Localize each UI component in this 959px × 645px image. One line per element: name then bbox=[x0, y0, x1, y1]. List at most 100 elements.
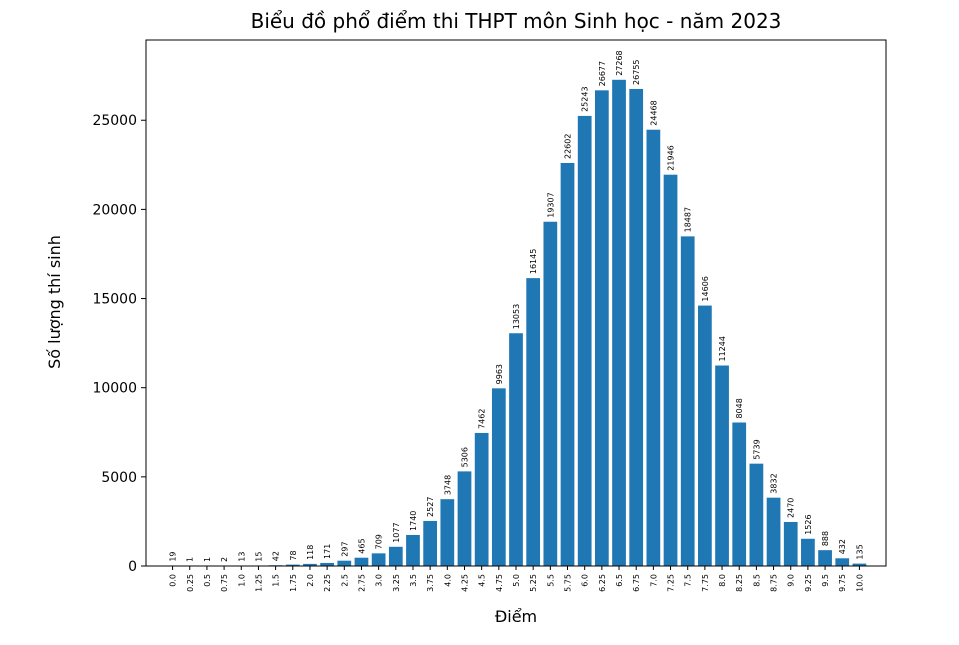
x-tick-label: 8.5 bbox=[752, 574, 761, 587]
bar-value-label: 1 bbox=[203, 557, 212, 562]
x-tick-label: 0.0 bbox=[169, 574, 178, 587]
x-tick-label: 3.5 bbox=[409, 574, 418, 587]
bar-value-label: 22602 bbox=[564, 134, 573, 159]
bar bbox=[526, 278, 540, 566]
x-tick-label: 9.75 bbox=[838, 574, 847, 592]
bar-value-label: 42 bbox=[272, 551, 281, 561]
bar-value-label: 5306 bbox=[460, 447, 469, 467]
y-tick-label: 15000 bbox=[92, 292, 137, 308]
x-tick-label: 0.75 bbox=[220, 574, 229, 592]
bar bbox=[595, 90, 609, 566]
bar bbox=[389, 547, 403, 566]
bar bbox=[664, 175, 678, 566]
y-axis-ticks: 0 5000 10000 15000 20000 25000 bbox=[92, 113, 146, 575]
x-axis-label: Điểm bbox=[495, 607, 537, 626]
bar-value-label: 18487 bbox=[684, 207, 693, 232]
x-tick-label: 9.0 bbox=[787, 574, 796, 587]
bar bbox=[509, 333, 523, 566]
bar-value-label: 5739 bbox=[752, 439, 761, 459]
x-tick-label: 3.0 bbox=[375, 574, 384, 587]
bar bbox=[629, 89, 643, 566]
bar bbox=[646, 130, 660, 566]
x-tick-label: 0.5 bbox=[203, 574, 212, 587]
bar-value-label: 3832 bbox=[770, 473, 779, 493]
bar bbox=[458, 471, 472, 566]
bar-value-label: 26755 bbox=[632, 59, 641, 84]
bar bbox=[732, 423, 746, 566]
x-tick-label: 6.0 bbox=[581, 574, 590, 587]
bar-value-label: 11244 bbox=[718, 336, 727, 361]
x-tick-label: 3.25 bbox=[392, 574, 401, 592]
bar-value-label: 432 bbox=[838, 539, 847, 554]
x-tick-label: 4.0 bbox=[443, 574, 452, 587]
x-tick-label: 1.25 bbox=[254, 574, 263, 592]
bar-value-label: 8048 bbox=[735, 398, 744, 418]
y-axis-label: Số lượng thí sinh bbox=[45, 235, 64, 369]
x-tick-label: 1.75 bbox=[289, 574, 298, 592]
y-tick-label: 0 bbox=[128, 559, 137, 575]
bar-value-label: 709 bbox=[375, 534, 384, 549]
bar bbox=[715, 366, 729, 566]
x-tick-label: 2.0 bbox=[306, 574, 315, 587]
x-tick-label: 9.25 bbox=[804, 574, 813, 592]
bar-value-label: 118 bbox=[306, 545, 315, 560]
chart-title: Biểu đồ phổ điểm thi THPT môn Sinh học -… bbox=[251, 9, 782, 33]
bar bbox=[835, 558, 849, 566]
x-tick-label: 5.75 bbox=[564, 574, 573, 592]
bar-value-label: 14606 bbox=[701, 276, 710, 301]
x-tick-label: 6.5 bbox=[615, 574, 624, 587]
x-tick-label: 5.25 bbox=[529, 574, 538, 592]
bar-value-label: 3748 bbox=[443, 475, 452, 495]
x-tick-label: 5.0 bbox=[512, 574, 521, 587]
bar-value-label: 21946 bbox=[667, 145, 676, 170]
bar-value-label: 2527 bbox=[426, 497, 435, 517]
x-tick-label: 1.5 bbox=[272, 574, 281, 587]
x-tick-label: 8.0 bbox=[718, 574, 727, 587]
bar-value-label: 15 bbox=[254, 552, 263, 562]
x-tick-label: 5.5 bbox=[546, 574, 555, 587]
bar bbox=[698, 306, 712, 566]
bar-value-label: 135 bbox=[855, 544, 864, 559]
bar-value-label: 1740 bbox=[409, 511, 418, 531]
bar-value-label: 171 bbox=[323, 544, 332, 559]
bar-value-label: 2470 bbox=[787, 498, 796, 518]
x-tick-label: 7.75 bbox=[701, 574, 710, 592]
bar-value-label: 16145 bbox=[529, 249, 538, 274]
y-tick-label: 5000 bbox=[101, 470, 137, 486]
bar bbox=[423, 521, 437, 566]
x-tick-label: 6.75 bbox=[632, 574, 641, 592]
bar-value-label: 9963 bbox=[495, 364, 504, 384]
bar-value-label: 13053 bbox=[512, 304, 521, 329]
y-tick-label: 10000 bbox=[92, 381, 137, 397]
bar bbox=[767, 498, 781, 566]
bar-value-label: 465 bbox=[357, 538, 366, 553]
x-tick-label: 4.5 bbox=[478, 574, 487, 587]
bar bbox=[543, 222, 557, 566]
y-tick-label: 25000 bbox=[92, 113, 137, 129]
x-tick-label: 7.5 bbox=[684, 574, 693, 587]
bar bbox=[612, 80, 626, 566]
bar-value-label: 27268 bbox=[615, 50, 624, 75]
x-tick-label: 2.5 bbox=[340, 574, 349, 587]
bar-value-label: 7462 bbox=[478, 409, 487, 429]
x-tick-label: 0.25 bbox=[186, 574, 195, 592]
x-tick-label: 1.0 bbox=[237, 574, 246, 587]
x-tick-label: 10.0 bbox=[855, 574, 864, 592]
bar-value-label: 26677 bbox=[598, 61, 607, 86]
y-tick-label: 20000 bbox=[92, 202, 137, 218]
x-tick-label: 9.5 bbox=[821, 574, 830, 587]
bar bbox=[801, 539, 815, 566]
bar-value-label: 13 bbox=[237, 552, 246, 562]
bar-value-label: 78 bbox=[289, 550, 298, 560]
bar-value-label: 1 bbox=[186, 557, 195, 562]
bar bbox=[818, 550, 832, 566]
bar bbox=[337, 561, 351, 566]
x-tick-label: 4.75 bbox=[495, 574, 504, 592]
x-tick-label: 3.75 bbox=[426, 574, 435, 592]
x-tick-label: 2.75 bbox=[357, 574, 366, 592]
bar bbox=[440, 499, 454, 566]
bar bbox=[492, 388, 506, 566]
bar-value-label: 19 bbox=[169, 551, 178, 561]
